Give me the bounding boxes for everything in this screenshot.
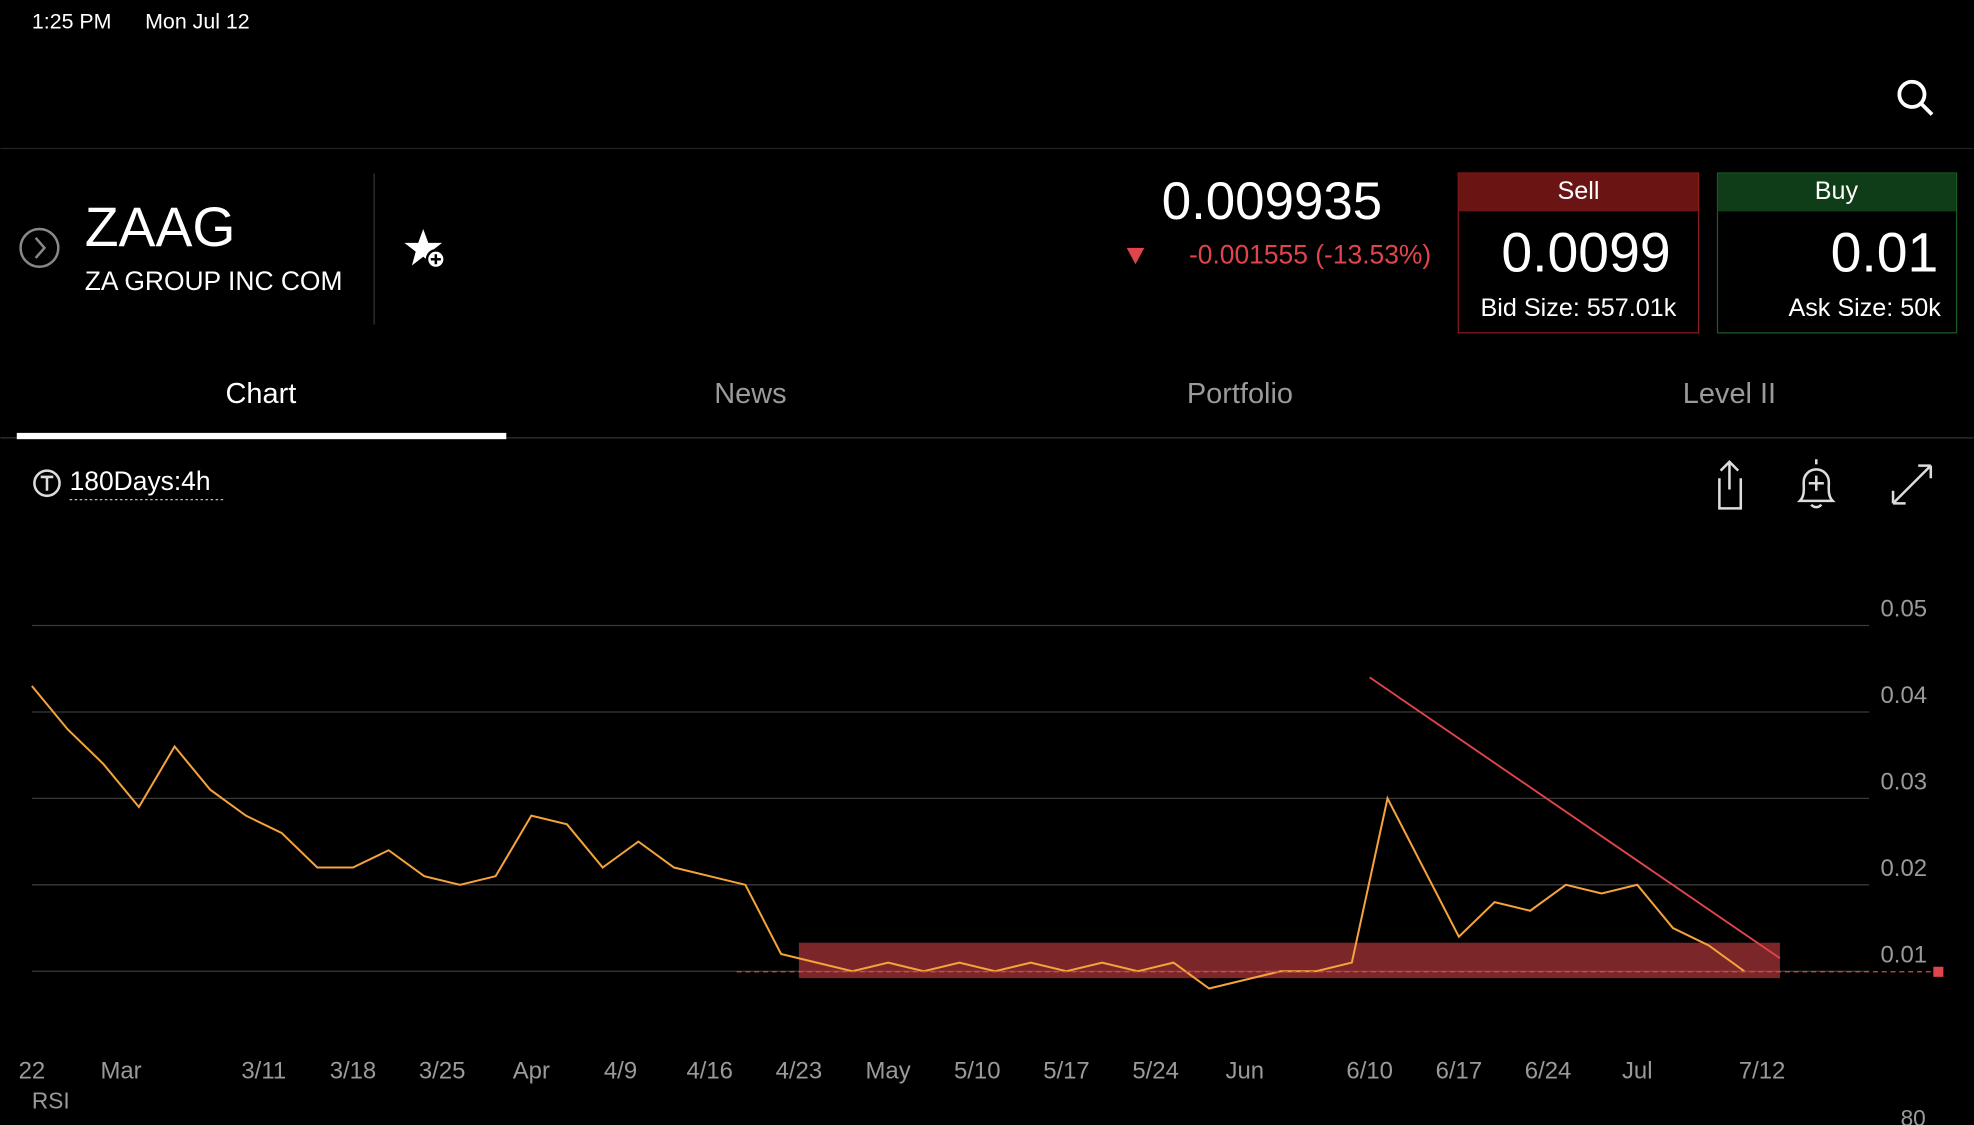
buy-button[interactable]: Buy 0.01 Ask Size: 50k [1716, 172, 1958, 334]
x-tick-label: 6/24 [1525, 1057, 1572, 1084]
expand-button[interactable] [19, 227, 60, 269]
sell-label: Sell [1557, 177, 1599, 205]
chart: 0.01 0.02 0.03 0.04 0.05 22 Mar 3/11 3/18 3/25 Apr… [19, 596, 1944, 1084]
x-tick-label: 6/10 [1346, 1057, 1393, 1084]
bid-size: Bid Size: 557.01k [1481, 294, 1677, 322]
indicator-label: RSI [32, 1087, 70, 1113]
company-name: ZA GROUP INC COM [85, 266, 343, 296]
x-tick-label: 3/18 [330, 1057, 377, 1084]
price-change: -0.001555 (-13.53%) [1189, 240, 1431, 270]
share-icon[interactable] [1718, 460, 1743, 510]
x-tick-label: 22 [19, 1057, 46, 1084]
trendline [1369, 676, 1781, 960]
x-tick-label: 5/17 [1043, 1057, 1090, 1084]
x-tick-label: 7/12 [1739, 1057, 1786, 1084]
bid-price: 0.0099 [1501, 221, 1670, 283]
x-tick-label: Jul [1622, 1057, 1653, 1084]
x-tick-label: 4/16 [686, 1057, 733, 1084]
alert-icon[interactable] [1796, 459, 1836, 509]
last-price: 0.009935 [1162, 172, 1382, 231]
x-tick-label: 3/25 [419, 1057, 465, 1084]
support-zone [798, 942, 1780, 979]
indicator-level: 80 [1901, 1105, 1926, 1125]
price-line [31, 685, 1745, 990]
interval-icon [33, 469, 61, 498]
tab[interactable]: Portfolio [1187, 378, 1293, 410]
search-icon[interactable] [1897, 79, 1934, 116]
y-tick-label: 0.05 [1881, 596, 1928, 623]
y-tick-label: 0.04 [1881, 682, 1928, 709]
interval[interactable]: 180Days:4h [70, 466, 211, 496]
y-tick-label: 0.03 [1881, 769, 1928, 796]
x-tick-label: 4/9 [604, 1057, 637, 1084]
ask-size: Ask Size: 50k [1788, 294, 1941, 322]
x-tick-label: 6/17 [1436, 1057, 1483, 1084]
x-tick-label: 5/10 [954, 1057, 1001, 1084]
sell-button[interactable]: Sell 0.0099 Bid Size: 557.01k [1457, 172, 1700, 334]
y-tick-label: 0.02 [1881, 855, 1928, 882]
ask-price: 0.01 [1831, 221, 1939, 283]
x-tick-label: 4/23 [776, 1057, 823, 1084]
tab[interactable]: Chart [226, 378, 297, 410]
x-tick-label: Jun [1226, 1057, 1265, 1084]
active-tab-indicator [16, 432, 507, 440]
last-price-marker [1933, 966, 1944, 977]
tab[interactable]: Level II [1683, 378, 1776, 410]
status-date: Mon Jul 12 [145, 9, 250, 33]
buy-label: Buy [1815, 177, 1859, 205]
x-tick-label: Apr [513, 1057, 550, 1084]
watchlist-add[interactable] [404, 229, 446, 270]
y-tick-label: 0.01 [1881, 941, 1928, 968]
x-tick-label: 3/11 [241, 1057, 286, 1084]
symbol: ZAAG [85, 196, 236, 258]
status-time: 1:25 PM [32, 9, 112, 33]
x-tick-label: Mar [100, 1057, 141, 1084]
fullscreen-icon[interactable] [1891, 464, 1933, 505]
x-tick-label: 5/24 [1132, 1057, 1179, 1084]
x-tick-label: May [866, 1057, 911, 1084]
tab[interactable]: News [714, 378, 786, 410]
down-arrow [1126, 247, 1145, 265]
